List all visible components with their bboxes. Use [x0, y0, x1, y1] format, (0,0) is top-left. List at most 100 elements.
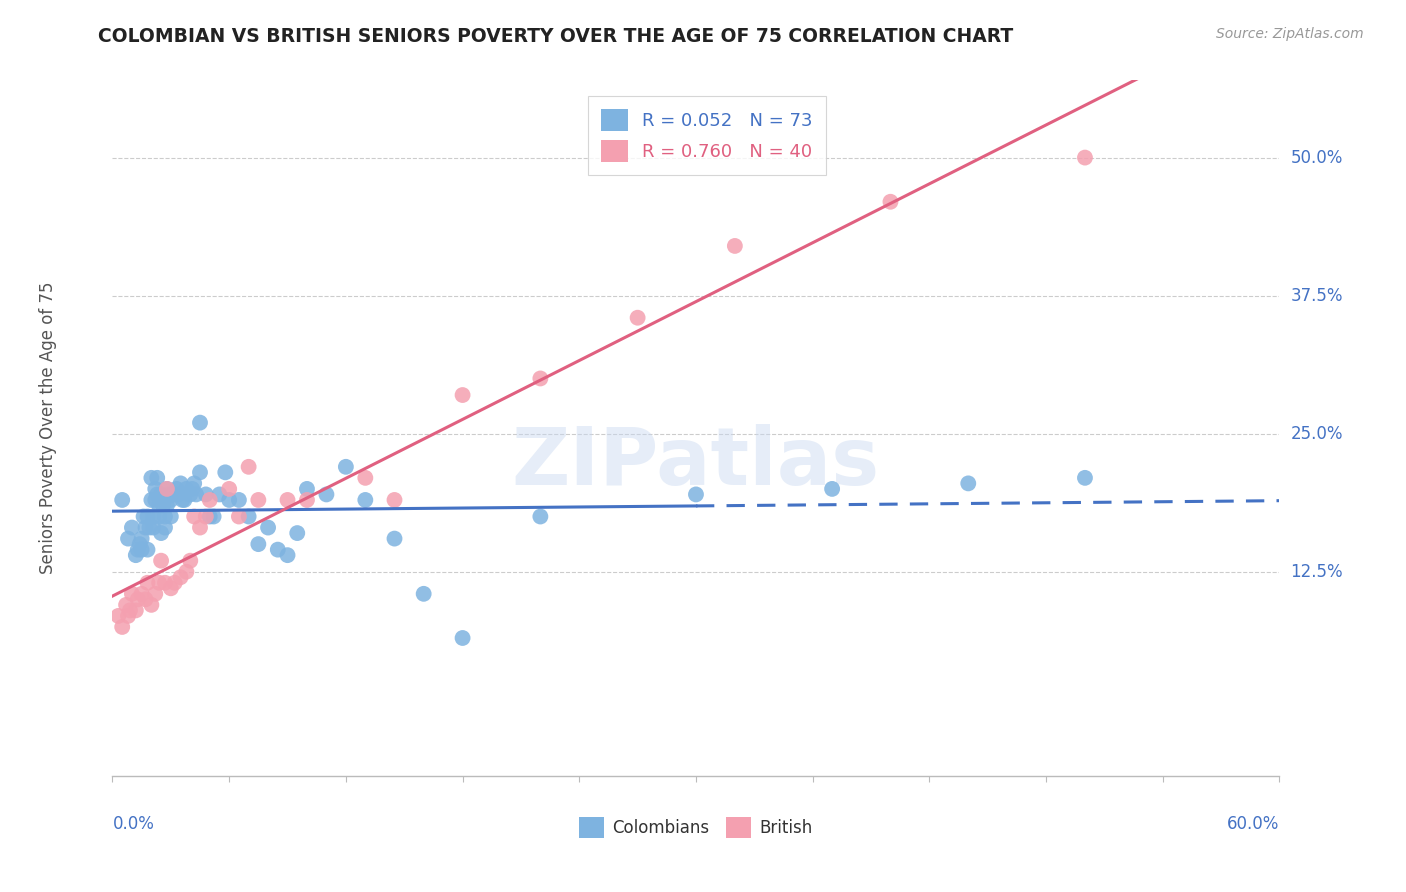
- Point: [128, 537, 150, 551]
- Point: [179, 487, 201, 501]
- Point: [141, 598, 163, 612]
- Point: [202, 509, 225, 524]
- Point: [184, 487, 207, 501]
- Point: [152, 499, 174, 513]
- Point: [627, 310, 650, 325]
- Point: [142, 520, 165, 534]
- Text: 60.0%: 60.0%: [1227, 815, 1279, 833]
- Point: [198, 492, 221, 507]
- Point: [135, 592, 157, 607]
- Point: [194, 509, 217, 524]
- Text: COLOMBIAN VS BRITISH SENIORS POVERTY OVER THE AGE OF 75 CORRELATION CHART: COLOMBIAN VS BRITISH SENIORS POVERTY OVE…: [98, 27, 1014, 45]
- Text: Source: ZipAtlas.com: Source: ZipAtlas.com: [1216, 27, 1364, 41]
- Point: [160, 509, 183, 524]
- Point: [148, 509, 170, 524]
- Point: [136, 509, 159, 524]
- Point: [142, 509, 165, 524]
- Point: [238, 509, 260, 524]
- Point: [153, 520, 176, 534]
- Point: [150, 487, 173, 501]
- Point: [148, 575, 170, 590]
- Point: [127, 542, 149, 557]
- Point: [132, 509, 155, 524]
- Point: [169, 570, 191, 584]
- Point: [118, 603, 141, 617]
- Point: [152, 492, 174, 507]
- Point: [160, 582, 183, 596]
- Point: [117, 608, 139, 623]
- Point: [335, 459, 357, 474]
- Point: [146, 471, 169, 485]
- Point: [238, 459, 260, 474]
- Point: [267, 542, 290, 557]
- Point: [173, 492, 195, 507]
- Point: [156, 499, 179, 513]
- Point: [194, 487, 217, 501]
- Point: [167, 487, 190, 501]
- Point: [121, 520, 143, 534]
- Point: [150, 526, 173, 541]
- Point: [107, 608, 129, 623]
- Point: [247, 537, 270, 551]
- Point: [228, 509, 250, 524]
- Point: [146, 487, 169, 501]
- Point: [143, 587, 166, 601]
- Point: [188, 466, 211, 480]
- Point: [257, 520, 280, 534]
- Point: [228, 492, 250, 507]
- Point: [141, 492, 163, 507]
- Point: [724, 239, 747, 253]
- Point: [148, 499, 170, 513]
- Point: [163, 487, 186, 501]
- Point: [957, 476, 980, 491]
- Point: [188, 416, 211, 430]
- Point: [183, 509, 205, 524]
- Point: [121, 587, 143, 601]
- Point: [169, 476, 191, 491]
- Text: Seniors Poverty Over the Age of 75: Seniors Poverty Over the Age of 75: [39, 282, 58, 574]
- Point: [529, 371, 551, 385]
- Point: [131, 587, 153, 601]
- Point: [384, 492, 406, 507]
- Point: [153, 509, 176, 524]
- Text: 25.0%: 25.0%: [1291, 425, 1343, 442]
- Point: [117, 532, 139, 546]
- Point: [247, 492, 270, 507]
- Legend: Colombians, British: Colombians, British: [572, 811, 820, 844]
- Point: [136, 542, 159, 557]
- Point: [131, 532, 153, 546]
- Point: [176, 565, 198, 579]
- Point: [135, 520, 157, 534]
- Point: [295, 492, 318, 507]
- Point: [451, 631, 474, 645]
- Point: [181, 482, 204, 496]
- Text: 0.0%: 0.0%: [112, 815, 155, 833]
- Point: [143, 492, 166, 507]
- Text: ZIPatlas: ZIPatlas: [512, 424, 880, 502]
- Point: [125, 603, 148, 617]
- Point: [115, 598, 138, 612]
- Point: [879, 194, 901, 209]
- Point: [179, 554, 201, 568]
- Point: [354, 492, 377, 507]
- Point: [162, 487, 184, 501]
- Text: 37.5%: 37.5%: [1291, 286, 1343, 305]
- Point: [156, 482, 179, 496]
- Point: [315, 487, 337, 501]
- Point: [218, 492, 240, 507]
- Point: [172, 492, 194, 507]
- Point: [529, 509, 551, 524]
- Point: [218, 482, 240, 496]
- Point: [156, 482, 179, 496]
- Point: [127, 592, 149, 607]
- Point: [153, 575, 176, 590]
- Point: [157, 487, 180, 501]
- Point: [131, 542, 153, 557]
- Point: [412, 587, 434, 601]
- Point: [214, 466, 236, 480]
- Point: [354, 471, 377, 485]
- Point: [111, 492, 134, 507]
- Point: [138, 520, 160, 534]
- Point: [685, 487, 707, 501]
- Point: [176, 482, 198, 496]
